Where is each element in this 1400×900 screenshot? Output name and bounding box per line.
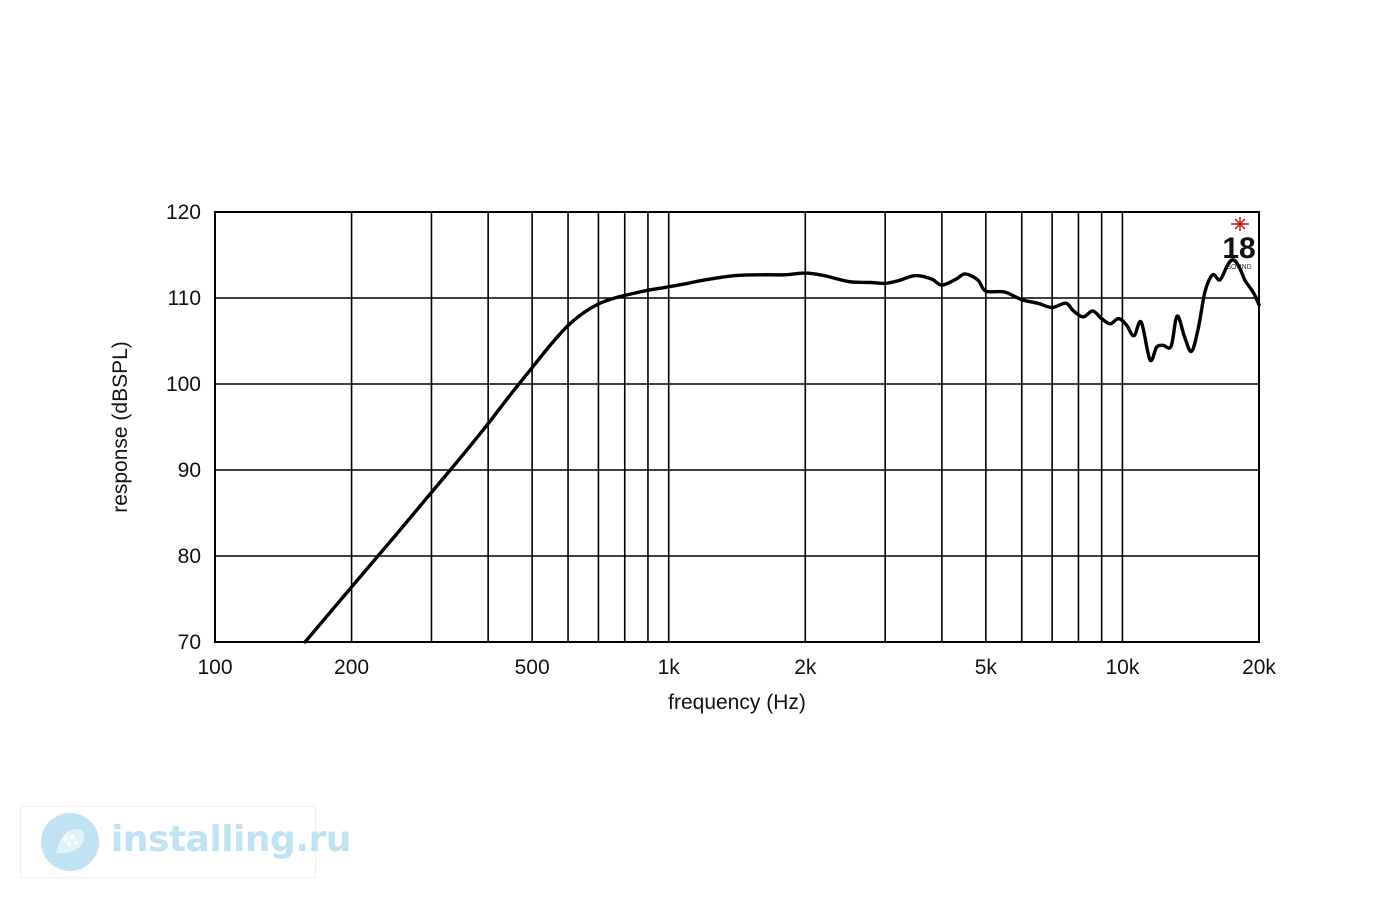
brand-number: 18 bbox=[1222, 232, 1255, 265]
x-tick-label: 200 bbox=[334, 656, 369, 679]
watermark-text: installing.ru bbox=[111, 819, 351, 860]
x-tick-label: 100 bbox=[197, 656, 232, 679]
x-tick-label: 5k bbox=[975, 656, 998, 679]
x-tick-label: 10k bbox=[1105, 656, 1139, 679]
brand-star-icon bbox=[1231, 217, 1249, 231]
y-tick-label: 100 bbox=[166, 373, 201, 396]
watermark: installing.ru bbox=[20, 806, 351, 878]
brand-badge: 18 SOUND bbox=[1222, 217, 1256, 271]
y-tick-labels: 70 80 90 100 110 120 bbox=[166, 201, 201, 654]
y-tick-label: 90 bbox=[178, 459, 201, 482]
x-tick-label: 500 bbox=[515, 656, 550, 679]
x-tick-labels: 100 200 500 1k 2k 5k 10k 20k bbox=[197, 656, 1276, 679]
y-tick-label: 110 bbox=[168, 287, 201, 310]
plot-frame bbox=[214, 211, 1260, 643]
y-tick-label: 80 bbox=[178, 545, 201, 568]
response-curve bbox=[303, 258, 1261, 644]
y-axis-label: response (dBSPL) bbox=[109, 341, 132, 513]
brand-subtext: SOUND bbox=[1226, 264, 1251, 271]
y-tick-label: 120 bbox=[166, 201, 201, 224]
x-tick-label: 2k bbox=[794, 656, 817, 679]
watermark-logo-icon bbox=[41, 813, 99, 871]
series-layer bbox=[303, 258, 1261, 644]
x-tick-label: 1k bbox=[658, 656, 681, 679]
x-tick-label: 20k bbox=[1242, 656, 1276, 679]
y-tick-label: 70 bbox=[178, 631, 201, 654]
x-axis-label: frequency (Hz) bbox=[668, 691, 806, 714]
